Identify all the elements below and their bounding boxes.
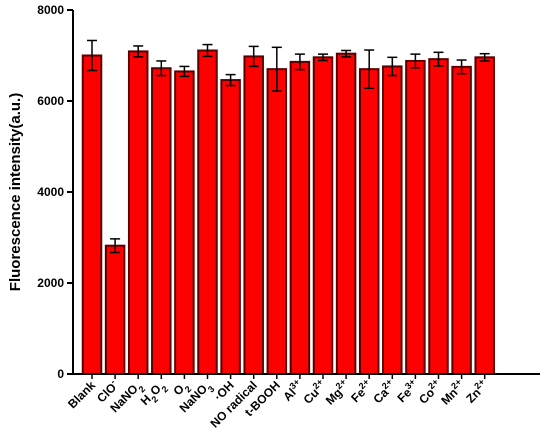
x-tick-label-17: Zn2+ — [462, 377, 491, 406]
y-tick-label-0: 0 — [57, 367, 64, 381]
bar-15 — [428, 58, 449, 375]
bar-1 — [104, 244, 126, 375]
bar-group — [81, 49, 495, 376]
x-tick-label-15: Co2+ — [415, 377, 445, 407]
bar-10 — [312, 56, 334, 375]
errorbar-group — [87, 39, 490, 254]
bar-16 — [451, 65, 472, 375]
bar-7 — [243, 55, 264, 375]
bar-0 — [81, 54, 103, 375]
bar-2 — [127, 50, 149, 375]
bar-4 — [174, 70, 195, 376]
bar-5 — [197, 49, 218, 376]
bar-12 — [358, 68, 380, 376]
bar-13 — [382, 65, 403, 375]
bar-8 — [266, 68, 288, 376]
x-tick-label-5: NaNO3 — [177, 378, 217, 418]
bar-11 — [335, 52, 357, 376]
x-tick-label-10: Cu2+ — [299, 377, 329, 407]
bar-3 — [151, 67, 172, 376]
bar-6 — [220, 79, 241, 375]
x-tick-label-11: Mg2+ — [321, 377, 352, 408]
x-tick-label-13: Ca2+ — [369, 377, 398, 406]
x-tick-label-12: Fe2+ — [347, 377, 375, 405]
x-tick-label-0: Blank — [65, 378, 98, 411]
y-tick-label-4: 8000 — [37, 3, 64, 17]
y-axis-ticks: 0 2000 4000 6000 8000 — [37, 3, 73, 381]
bar-14 — [405, 59, 426, 376]
x-tick-label-14: Fe3+ — [393, 377, 421, 405]
y-tick-label-3: 6000 — [37, 94, 64, 108]
y-tick-label-1: 2000 — [37, 276, 64, 290]
bar-9 — [289, 60, 311, 376]
x-tick-label-3: H2O2 — [138, 378, 171, 411]
x-tick-label-16: Mn2+ — [437, 377, 468, 408]
y-axis-label: Fluorescence intensity(a.u.) — [7, 93, 24, 291]
y-tick-label-2: 4000 — [37, 185, 64, 199]
bar-17 — [474, 56, 495, 375]
x-tick-label-9: Al3+ — [279, 377, 306, 404]
